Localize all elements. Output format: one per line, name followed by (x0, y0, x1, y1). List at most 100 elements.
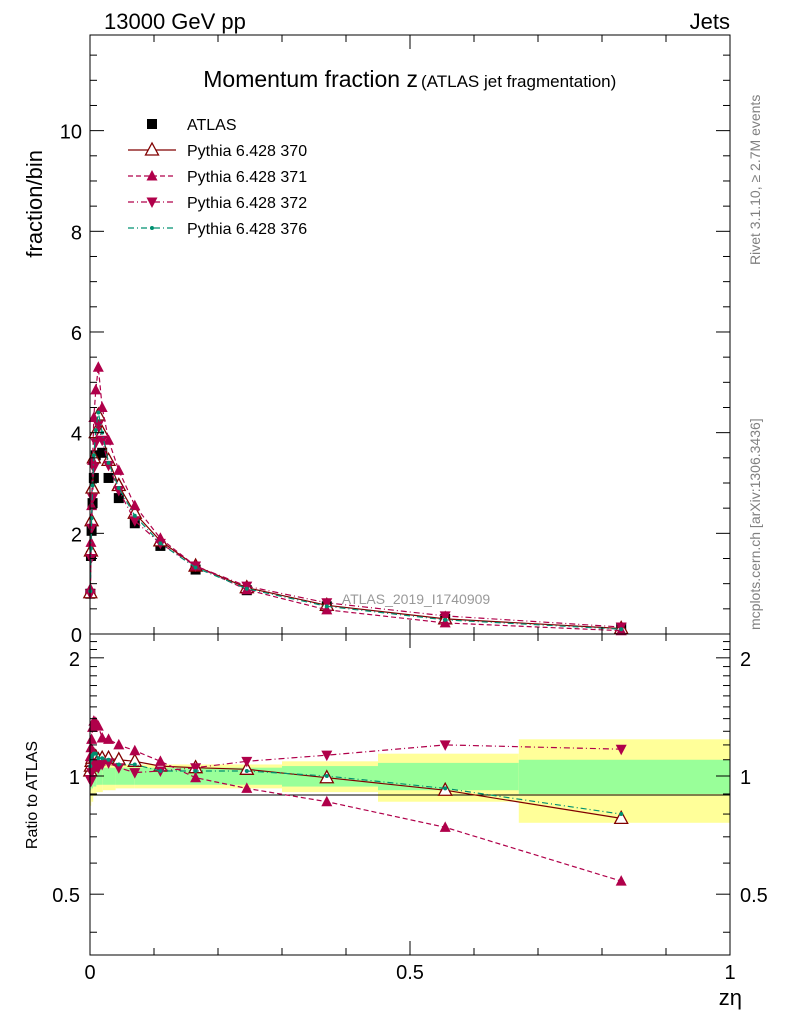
ratio-data-point (96, 756, 101, 761)
data-point (96, 401, 108, 412)
data-point (103, 460, 115, 472)
data-point (90, 383, 102, 395)
y-tick-label: 8 (71, 222, 82, 244)
ratio-data-point (439, 821, 451, 832)
ratio-data-point (321, 795, 333, 807)
main-panel: 0 2 4 6 8 10 Momentum fraction z (ATLAS jet f… (22, 34, 731, 647)
data-point (619, 627, 624, 632)
ratio-data-point (85, 776, 97, 788)
data-point (113, 486, 125, 497)
ratio-data-point (129, 768, 141, 779)
data-point (193, 565, 198, 570)
ratio-panel: 0.5 0.5 1 1 2 2 0 0.5 1 Ratio to ATLAS zη (24, 633, 768, 1010)
ratio-data-point (93, 751, 98, 756)
y-tick-label: 2 (71, 524, 82, 546)
ratio-y-tick-label-right: 1 (740, 767, 751, 789)
y-tick-label: 10 (60, 122, 82, 144)
ratio-data-point (321, 750, 333, 762)
legend-label: ATLAS (187, 117, 237, 134)
data-point (321, 603, 333, 615)
data-point (439, 611, 451, 622)
inner-uncertainty-band (115, 767, 135, 785)
data-point (90, 438, 102, 449)
ratio-data-point (129, 744, 141, 756)
ratio-data-point (158, 768, 163, 773)
data-point (88, 411, 100, 423)
ratio-data-point (190, 771, 202, 783)
legend-entry: Pythia 6.428 376 (128, 221, 307, 238)
data-point (321, 598, 333, 609)
source-label: mcplots.cern.ch [arXiv:1306.3436] (747, 418, 763, 630)
main-title: Momentum fraction z (203, 66, 418, 92)
main-frame (89, 34, 731, 635)
data-point (129, 499, 141, 511)
data-point (89, 516, 94, 521)
data-point (97, 447, 108, 458)
legend-entry: Pythia 6.428 371 (128, 169, 307, 186)
main-marks (82, 361, 629, 636)
ratio-data-point (244, 768, 249, 773)
ratio-data-point (324, 774, 329, 779)
ratio-data-point (96, 759, 108, 771)
ratio-data-point (116, 762, 121, 767)
ratio-data-point (103, 758, 115, 769)
data-point (244, 586, 249, 591)
data-point (88, 472, 99, 483)
legend-label: Pythia 6.428 371 (187, 169, 307, 186)
ratio-y-tick-label: 0.5 (52, 885, 80, 907)
ratio-y-tick-label-right: 0.5 (740, 885, 768, 907)
ratio-data-point (241, 782, 253, 793)
legend-label: Pythia 6.428 376 (187, 221, 307, 238)
data-point (92, 420, 104, 432)
inner-uncertainty-band (518, 759, 730, 794)
data-point (116, 486, 121, 491)
legend-marker (144, 141, 160, 156)
legend-marker (150, 226, 154, 230)
ratio-uncertainty-bands (90, 739, 730, 823)
ratio-y-tick-label: 2 (69, 649, 80, 671)
y-tick-label: 6 (71, 323, 82, 345)
data-point (86, 499, 98, 511)
data-point (439, 616, 451, 628)
ratio-data-point (100, 756, 105, 761)
ratio-data-point (113, 738, 125, 750)
ratio-series-pythia-6-428-372 (84, 740, 627, 788)
legend: ATLAS Pythia 6.428 370 Pythia 6.428 371 Pyt… (128, 117, 307, 238)
ratio-axis-ticks: 0.5 0.5 1 1 2 2 0 0.5 1 (52, 634, 768, 984)
ratio-data-point (132, 762, 137, 767)
ratio-data-point (241, 756, 253, 768)
data-point (443, 617, 448, 622)
ratio-data-point (443, 786, 448, 791)
rivet-version-label: Rivet 3.1.10, ≥ 2.7M events (747, 95, 763, 265)
legend-entry: ATLAS (147, 117, 237, 134)
data-point (96, 410, 101, 415)
data-point (103, 472, 114, 483)
ratio-data-point (103, 733, 115, 744)
ratio-data-point (92, 720, 104, 731)
ratio-data-point (106, 757, 111, 762)
ratio-data-point (154, 755, 166, 766)
ratio-data-point (615, 875, 627, 886)
ratio-series-pythia-6-428-376 (88, 751, 624, 817)
ratio-data-point (86, 733, 98, 744)
data-point (103, 434, 115, 445)
data-point (113, 493, 124, 504)
y-tick-label: 0 (71, 625, 82, 647)
header-category-label: Jets (690, 9, 730, 34)
data-point (132, 513, 137, 518)
ratio-y-tick-label: 1 (69, 767, 80, 789)
inner-uncertainty-band (218, 767, 282, 785)
data-point (106, 460, 111, 465)
ratio-data-point (96, 731, 108, 743)
ratio-data-point (615, 744, 627, 756)
ratio-data-point (190, 763, 202, 774)
main-title-suffix: (ATLAS jet fragmentation) (421, 72, 616, 91)
x-tick-label: 0.5 (396, 962, 424, 984)
ratio-y-tick-label-right: 2 (740, 649, 751, 671)
data-point (86, 523, 98, 535)
data-point (93, 428, 98, 433)
data-point (92, 361, 104, 372)
ratio-data-point (193, 768, 198, 773)
x-tick-label: 0 (84, 962, 95, 984)
main-axis-ticks: 0 2 4 6 8 10 (60, 35, 731, 647)
